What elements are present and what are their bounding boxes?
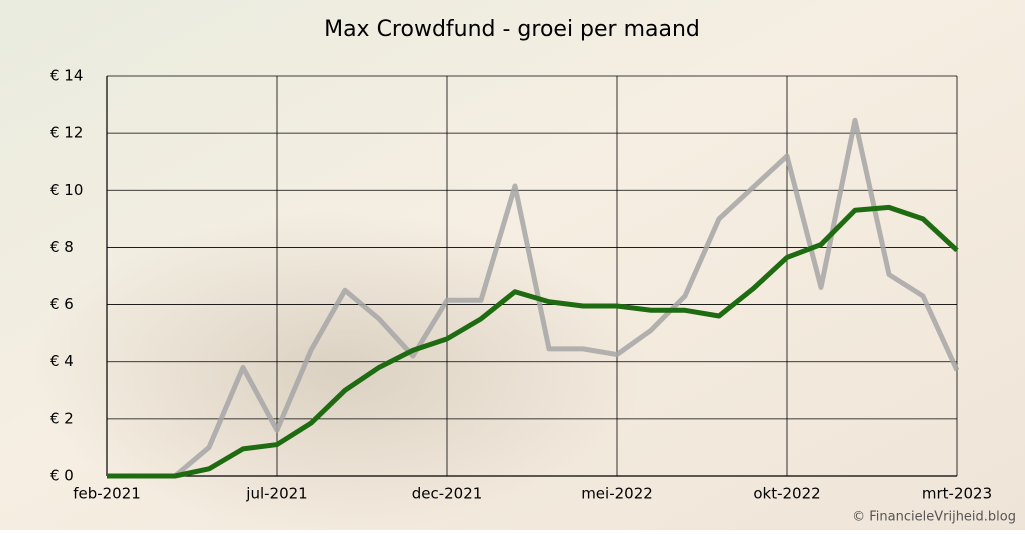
y-tick-label: € 4 — [50, 352, 74, 370]
x-tick-label: mrt-2023 — [922, 485, 992, 503]
x-tick-label: feb-2021 — [73, 485, 141, 503]
line-series — [107, 117, 960, 479]
x-tick-label: okt-2022 — [753, 485, 820, 503]
y-tick-label: € 0 — [50, 467, 74, 485]
chart-title: Max Crowdfund - groei per maand — [324, 17, 700, 42]
x-tick-label: jul-2021 — [245, 485, 307, 503]
y-tick-label: € 14 — [50, 67, 83, 85]
x-tick-label: mei-2022 — [581, 485, 653, 503]
line-series — [107, 204, 959, 479]
y-tick-label: € 12 — [50, 124, 83, 142]
y-tick-label: € 8 — [50, 238, 74, 256]
credit: © FinancieleVrijheid.blog — [852, 510, 1016, 525]
y-tick-label: € 2 — [50, 409, 74, 427]
y-tick-label: € 6 — [50, 295, 74, 313]
y-tick-label: € 10 — [50, 181, 83, 199]
x-tick-label: dec-2021 — [412, 485, 483, 503]
